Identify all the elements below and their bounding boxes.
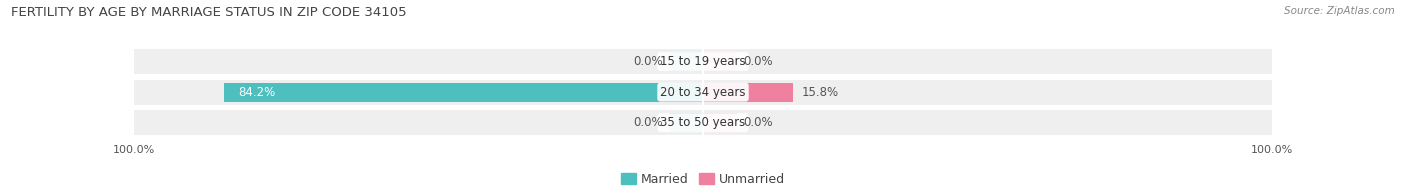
Text: 15 to 19 years: 15 to 19 years <box>661 55 745 68</box>
Bar <box>703 52 737 71</box>
Bar <box>703 113 737 132</box>
Text: 20 to 34 years: 20 to 34 years <box>661 86 745 99</box>
Text: 84.2%: 84.2% <box>238 86 276 99</box>
Bar <box>134 49 1272 74</box>
Bar <box>703 83 793 102</box>
Text: 0.0%: 0.0% <box>634 55 664 68</box>
Text: 0.0%: 0.0% <box>742 55 772 68</box>
Text: 0.0%: 0.0% <box>742 116 772 129</box>
Bar <box>669 113 703 132</box>
Bar <box>224 83 703 102</box>
Bar <box>134 110 1272 135</box>
Text: 0.0%: 0.0% <box>634 116 664 129</box>
Text: 35 to 50 years: 35 to 50 years <box>661 116 745 129</box>
Legend: Married, Unmarried: Married, Unmarried <box>621 173 785 186</box>
Bar <box>134 80 1272 104</box>
Text: FERTILITY BY AGE BY MARRIAGE STATUS IN ZIP CODE 34105: FERTILITY BY AGE BY MARRIAGE STATUS IN Z… <box>11 6 406 19</box>
Bar <box>669 52 703 71</box>
Text: Source: ZipAtlas.com: Source: ZipAtlas.com <box>1284 6 1395 16</box>
Text: 15.8%: 15.8% <box>801 86 838 99</box>
